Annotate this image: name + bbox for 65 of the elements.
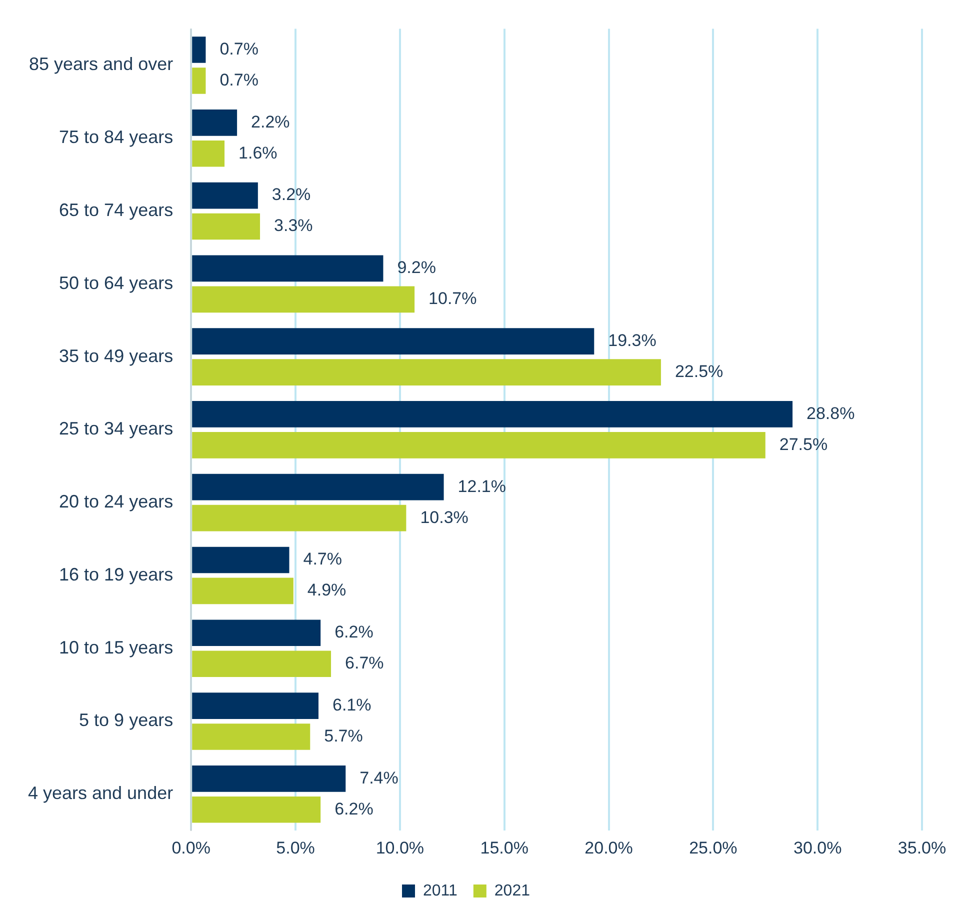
- data-label: 10.3%: [420, 508, 468, 527]
- x-tick-label: 0.0%: [172, 838, 210, 858]
- data-label: 6.7%: [345, 654, 384, 673]
- data-label: 6.2%: [334, 622, 374, 642]
- data-label: 6.2%: [334, 799, 374, 818]
- bar: [192, 213, 260, 240]
- bar: [192, 182, 258, 209]
- data-label: 12.1%: [458, 476, 506, 496]
- bar: [192, 255, 384, 282]
- bar: [192, 766, 346, 792]
- legend-label: 2021: [494, 882, 530, 900]
- data-label: 28.8%: [806, 404, 855, 423]
- data-label: 0.7%: [220, 39, 258, 58]
- data-label: 27.5%: [779, 434, 828, 454]
- data-label: 4.7%: [303, 550, 342, 569]
- data-label: 22.5%: [674, 362, 724, 381]
- x-tick-label: 15.0%: [480, 838, 528, 858]
- y-tick-label: 35 to 49 years: [59, 346, 174, 366]
- bar: [192, 36, 206, 63]
- data-label: 2.2%: [251, 112, 290, 132]
- data-label: 6.1%: [332, 695, 372, 714]
- y-tick-label: 25 to 34 years: [59, 418, 174, 439]
- bar: [192, 140, 225, 167]
- data-label: 7.4%: [360, 768, 398, 788]
- bar: [192, 359, 661, 386]
- bar: [192, 692, 318, 719]
- data-label: 19.3%: [608, 331, 656, 350]
- y-tick-label: 16 to 19 years: [59, 564, 174, 584]
- y-tick-label: 4 years and under: [28, 783, 174, 804]
- bar: [192, 474, 444, 500]
- bar: [192, 68, 206, 94]
- bar: [192, 328, 594, 354]
- data-label: 9.2%: [397, 258, 436, 278]
- x-tick-label: 25.0%: [689, 838, 738, 858]
- data-label: 3.2%: [272, 185, 311, 204]
- bar: [192, 546, 290, 574]
- x-tick-label: 5.0%: [276, 838, 315, 858]
- bar: [192, 620, 321, 646]
- x-tick-label: 10.0%: [376, 838, 424, 858]
- data-label: 5.7%: [324, 726, 363, 746]
- bar: [192, 286, 415, 313]
- x-tick-label: 20.0%: [584, 838, 633, 858]
- data-label: 3.3%: [274, 216, 313, 236]
- bar: [192, 504, 406, 532]
- legend-label: 2011: [423, 882, 458, 900]
- y-tick-label: 5 to 9 years: [79, 710, 174, 730]
- data-label: 10.7%: [428, 289, 477, 308]
- y-tick-label: 65 to 74 years: [59, 200, 174, 220]
- data-label: 0.7%: [220, 70, 258, 90]
- y-tick-label: 85 years and over: [29, 54, 174, 74]
- bar: [192, 796, 321, 823]
- bar: [192, 650, 332, 678]
- bar: [192, 578, 294, 604]
- bar: [192, 432, 766, 458]
- bar: [192, 109, 238, 136]
- bar: [192, 401, 793, 428]
- y-tick-label: 20 to 24 years: [59, 492, 174, 512]
- data-label: 4.9%: [307, 580, 346, 600]
- x-tick-label: 35.0%: [898, 838, 946, 858]
- x-tick-label: 30.0%: [793, 838, 842, 858]
- y-tick-label: 75 to 84 years: [59, 127, 174, 148]
- y-tick-label: 50 to 64 years: [59, 272, 174, 293]
- data-label: 1.6%: [238, 143, 278, 162]
- bar: [192, 724, 310, 750]
- y-tick-label: 10 to 15 years: [59, 637, 174, 658]
